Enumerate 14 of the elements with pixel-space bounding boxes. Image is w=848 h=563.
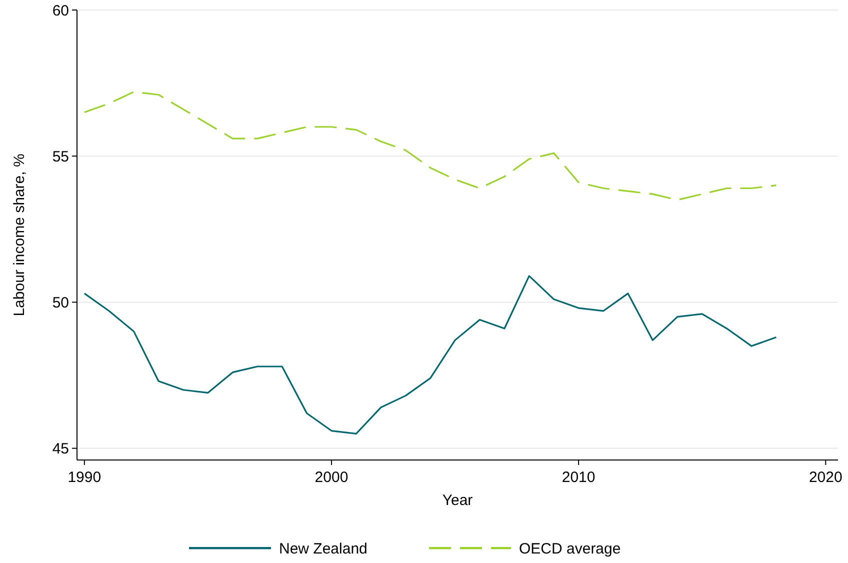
x-tick-label: 1990: [68, 469, 102, 486]
y-tick-label: 45: [52, 440, 69, 458]
x-tick-label: 2010: [562, 469, 596, 486]
x-tick-label: 2000: [314, 469, 348, 486]
y-tick-label: 60: [52, 2, 69, 20]
y-tick-label: 55: [52, 148, 69, 166]
x-tick-label: 2020: [808, 469, 842, 486]
line-series: [84, 275, 778, 434]
y-tick-label: 50: [52, 294, 69, 312]
y-axis-title: Labour income share, %: [11, 154, 28, 316]
legend-label: OECD average: [519, 540, 621, 558]
x-axis-title: Year: [442, 492, 473, 509]
legend-label: New Zealand: [279, 540, 368, 558]
line-series: [84, 91, 778, 201]
